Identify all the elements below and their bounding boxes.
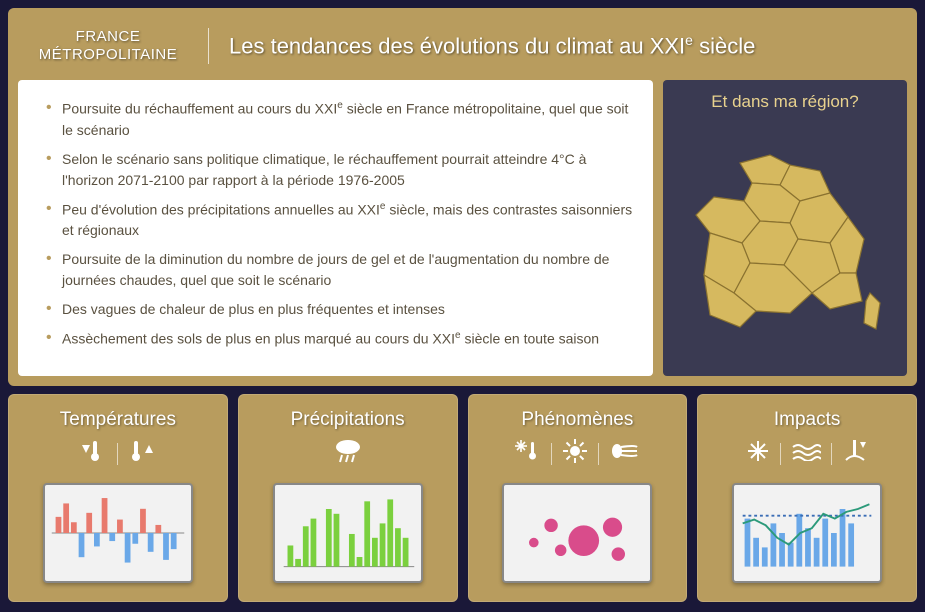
icon-separator (831, 443, 832, 465)
icon-separator (551, 443, 552, 465)
region-line1: FRANCE (76, 28, 141, 45)
card-title: Impacts (774, 409, 841, 431)
card-title: Températures (60, 409, 176, 431)
snow-thermo-icon (515, 438, 541, 469)
header: FRANCE MÉTROPOLITAINE Les tendances des … (18, 18, 907, 80)
card-températures[interactable]: Températures (8, 394, 228, 602)
mini-chart (43, 483, 193, 583)
bullet-item: Poursuite de la diminution du nombre de … (46, 249, 633, 291)
icon-row (79, 439, 156, 469)
bullet-item: Poursuite du réchauffement au cours du X… (46, 98, 633, 141)
icon-separator (598, 443, 599, 465)
header-divider (208, 28, 209, 64)
content-row: Poursuite du réchauffement au cours du X… (18, 80, 907, 376)
icon-row (332, 439, 364, 469)
thermo-up-icon (128, 437, 156, 470)
icon-row (746, 439, 868, 469)
bullet-item: Des vagues de chaleur de plus en plus fr… (46, 299, 633, 320)
page-title: Les tendances des évolutions du climat a… (229, 32, 755, 59)
card-phénomènes[interactable]: Phénomènes (468, 394, 688, 602)
card-impacts[interactable]: Impacts (697, 394, 917, 602)
waves-icon (791, 441, 821, 466)
region-box[interactable]: Et dans ma région? (663, 80, 907, 376)
card-title: Précipitations (291, 409, 405, 431)
dry-icon (842, 438, 868, 469)
wind-icon (609, 439, 639, 468)
main-panel: FRANCE MÉTROPOLITAINE Les tendances des … (8, 8, 917, 386)
mini-chart (502, 483, 652, 583)
bullet-item: Selon le scénario sans politique climati… (46, 149, 633, 191)
bullet-item: Assèchement des sols de plus en plus mar… (46, 328, 633, 350)
region-label: FRANCE MÉTROPOLITAINE (28, 28, 188, 64)
icon-separator (117, 443, 118, 465)
bullet-item: Peu d'évolution des précipitations annue… (46, 199, 633, 242)
rain-icon (332, 437, 364, 470)
icon-separator (780, 443, 781, 465)
sun-burst-icon (562, 438, 588, 469)
france-map[interactable] (680, 122, 890, 364)
thermo-down-icon (79, 437, 107, 470)
bullets-box: Poursuite du réchauffement au cours du X… (18, 80, 653, 376)
snow-icon (746, 439, 770, 468)
card-précipitations[interactable]: Précipitations (238, 394, 458, 602)
icon-row (515, 439, 639, 469)
region-question: Et dans ma région? (711, 92, 858, 112)
mini-chart (732, 483, 882, 583)
card-title: Phénomènes (521, 409, 633, 431)
map-svg (680, 143, 890, 343)
bullet-list: Poursuite du réchauffement au cours du X… (46, 98, 633, 350)
cards-row: Températures Précipitations Phénomènes I… (8, 394, 917, 602)
region-line2: MÉTROPOLITAINE (39, 46, 177, 63)
mini-chart (273, 483, 423, 583)
